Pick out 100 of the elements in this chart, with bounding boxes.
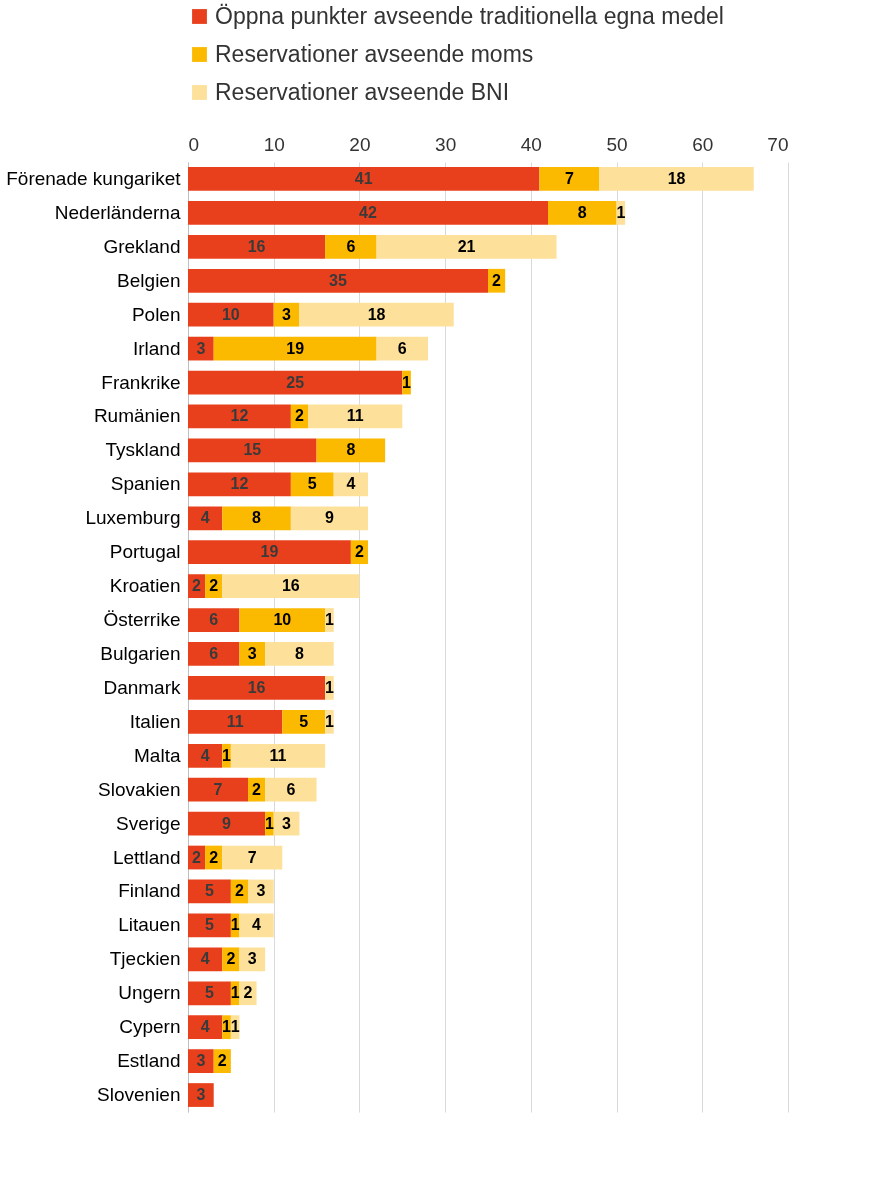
y-tick-label: Slovakien: [98, 778, 181, 800]
data-label: 15: [243, 441, 262, 459]
data-label: 7: [247, 848, 257, 866]
y-tick-label: Rumänien: [93, 405, 181, 427]
legend-label: Reservationer avseende BNI: [215, 78, 510, 105]
data-label: 4: [200, 1018, 210, 1036]
x-tick-label: 0: [188, 133, 200, 155]
data-label: 1: [324, 611, 334, 629]
data-label: 6: [209, 611, 219, 629]
x-tick-label: 40: [520, 133, 542, 155]
data-label: 9: [324, 509, 334, 527]
data-label: 4: [200, 509, 210, 527]
data-label: 8: [346, 441, 356, 459]
y-tick-label: Portugal: [109, 541, 181, 563]
x-tick-label: 20: [349, 133, 371, 155]
data-label: 3: [256, 882, 266, 900]
data-label: 3: [282, 305, 292, 323]
data-label: 10: [221, 305, 240, 323]
y-tick-label: Nederländerna: [54, 201, 181, 223]
data-label: 2: [252, 780, 262, 798]
data-label: 5: [307, 475, 317, 493]
legend-label: Öppna punkter avseende traditionella egna medel: [215, 2, 724, 29]
data-label: 11: [346, 407, 364, 425]
data-label: 2: [294, 407, 304, 425]
y-tick-label: Danmark: [103, 676, 181, 698]
x-tick-label: 30: [435, 133, 457, 155]
y-tick-label: Litauen: [118, 914, 181, 936]
data-label: 8: [252, 509, 262, 527]
data-label: 35: [329, 271, 347, 289]
data-label: 18: [367, 305, 386, 323]
data-label: 10: [273, 611, 292, 629]
data-label: 8: [577, 203, 587, 221]
data-label: 7: [213, 780, 223, 798]
data-label: 5: [204, 882, 214, 900]
x-tick-label: 50: [606, 133, 628, 155]
data-label: 2: [243, 984, 253, 1002]
data-label: 12: [230, 407, 249, 425]
data-label: 2: [226, 950, 236, 968]
data-label: 2: [217, 1052, 227, 1070]
data-label: 1: [616, 203, 626, 221]
data-label: 3: [196, 1052, 206, 1070]
y-tick-label: Tyskland: [105, 439, 181, 461]
y-tick-label: Ungern: [118, 982, 181, 1004]
data-label: 21: [457, 237, 476, 255]
y-tick-label: Bulgarien: [100, 642, 181, 664]
data-label: 25: [286, 373, 305, 391]
data-label: 1: [222, 746, 232, 764]
data-label: 6: [346, 237, 356, 255]
y-tick-label: Irland: [132, 337, 181, 359]
data-label: 1: [230, 1018, 240, 1036]
data-label: 5: [299, 712, 309, 730]
data-label: 2: [234, 882, 244, 900]
y-tick-label: Spanien: [110, 473, 181, 495]
data-label: 9: [222, 814, 232, 832]
data-label: 4: [252, 916, 262, 934]
data-label: 3: [282, 814, 292, 832]
data-label: 5: [204, 916, 214, 934]
y-tick-label: Estland: [117, 1050, 181, 1072]
y-tick-label: Tjeckien: [109, 948, 181, 970]
data-label: 18: [667, 169, 686, 187]
data-label: 2: [192, 848, 202, 866]
y-tick-label: Finland: [118, 880, 181, 902]
x-tick-label: 10: [263, 133, 285, 155]
data-label: 16: [247, 237, 266, 255]
data-label: 1: [402, 373, 412, 391]
y-tick-label: Polen: [131, 303, 181, 325]
data-label: 2: [492, 271, 502, 289]
data-label: 2: [209, 848, 219, 866]
data-label: 4: [200, 950, 210, 968]
data-label: 2: [354, 543, 364, 561]
data-label: 1: [324, 678, 334, 696]
data-label: 3: [247, 644, 257, 662]
data-label: 41: [354, 169, 373, 187]
data-label: 16: [281, 577, 300, 595]
y-tick-label: Österrike: [103, 609, 181, 631]
data-label: 42: [359, 203, 377, 221]
data-label: 6: [286, 780, 296, 798]
data-label: 16: [247, 678, 266, 696]
data-label: 6: [209, 644, 219, 662]
y-tick-label: Grekland: [103, 235, 181, 257]
y-tick-label: Malta: [134, 744, 181, 766]
data-label: 2: [209, 577, 219, 595]
data-label: 3: [196, 339, 206, 357]
data-label: 4: [200, 746, 210, 764]
data-label: 19: [286, 339, 305, 357]
y-tick-label: Italien: [129, 710, 181, 732]
data-label: 4: [346, 475, 356, 493]
y-tick-label: Luxemburg: [85, 507, 181, 529]
x-tick-label: 70: [767, 133, 789, 155]
data-label: 12: [230, 475, 249, 493]
data-label: 3: [247, 950, 257, 968]
y-tick-label: Belgien: [117, 269, 181, 291]
data-label: 11: [226, 712, 244, 730]
data-label: 8: [294, 644, 304, 662]
x-tick-label: 60: [692, 133, 714, 155]
y-tick-label: Förenade kungariket: [6, 167, 182, 189]
data-label: 1: [324, 712, 334, 730]
legend-label: Reservationer avseende moms: [215, 40, 534, 67]
data-label: 5: [204, 984, 214, 1002]
data-label: 11: [269, 746, 287, 764]
